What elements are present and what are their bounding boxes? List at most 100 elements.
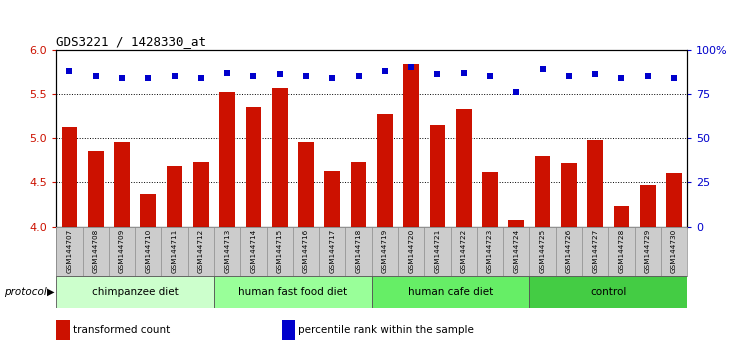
Text: human fast food diet: human fast food diet [238, 287, 348, 297]
Point [64, 68, 75, 74]
Text: control: control [590, 287, 626, 297]
Bar [477, 227, 503, 276]
Bar [109, 227, 135, 276]
Point [116, 75, 128, 81]
Bar [267, 227, 293, 276]
Bar [214, 276, 372, 308]
Text: GSM144726: GSM144726 [566, 229, 572, 273]
Bar [556, 227, 582, 276]
Bar [456, 109, 472, 227]
Text: ▶: ▶ [47, 287, 54, 297]
Bar [345, 227, 372, 276]
Point [406, 64, 418, 70]
Text: GSM144719: GSM144719 [382, 229, 388, 273]
Point [379, 68, 391, 74]
Text: GSM144720: GSM144720 [409, 229, 414, 273]
Bar [640, 185, 656, 227]
Bar [219, 92, 235, 227]
Point [353, 73, 365, 79]
Text: GSM144715: GSM144715 [277, 229, 282, 273]
Bar [135, 227, 161, 276]
Bar [561, 163, 577, 227]
Text: transformed count: transformed count [73, 325, 170, 335]
Point [195, 75, 207, 81]
Text: GSM144714: GSM144714 [251, 229, 256, 273]
Text: percentile rank within the sample: percentile rank within the sample [298, 325, 474, 335]
Bar [240, 227, 267, 276]
Bar [167, 166, 182, 227]
Text: chimpanzee diet: chimpanzee diet [92, 287, 179, 297]
Text: GSM144707: GSM144707 [67, 229, 72, 273]
Text: GSM144721: GSM144721 [435, 229, 440, 273]
Point [457, 70, 470, 75]
Bar [272, 88, 288, 227]
Bar [403, 64, 419, 227]
Point [590, 72, 602, 77]
Bar [508, 220, 524, 227]
Text: GSM144725: GSM144725 [540, 229, 545, 273]
Bar [319, 227, 345, 276]
Bar [424, 227, 451, 276]
Bar [535, 156, 550, 227]
Bar [246, 107, 261, 227]
Bar [529, 276, 687, 308]
Bar [398, 227, 424, 276]
Bar [140, 194, 156, 227]
Bar [298, 142, 314, 227]
Text: GSM144710: GSM144710 [146, 229, 151, 273]
Bar [614, 206, 629, 227]
Text: GSM144727: GSM144727 [593, 229, 598, 273]
Bar [372, 276, 529, 308]
Point [169, 73, 181, 79]
Text: GSM144708: GSM144708 [93, 229, 98, 273]
Text: GSM144718: GSM144718 [356, 229, 361, 273]
Bar [482, 172, 498, 227]
Point [248, 73, 260, 79]
Point [431, 72, 443, 77]
Point [668, 75, 680, 81]
Bar [661, 227, 687, 276]
Bar [372, 227, 398, 276]
Bar [188, 227, 214, 276]
Text: GSM144723: GSM144723 [487, 229, 493, 273]
Point [326, 75, 338, 81]
Point [641, 73, 653, 79]
Text: human cafe diet: human cafe diet [408, 287, 493, 297]
Point [616, 75, 628, 81]
Bar [214, 227, 240, 276]
Bar [56, 276, 214, 308]
Text: GSM144709: GSM144709 [119, 229, 125, 273]
Bar [161, 227, 188, 276]
Text: GSM144724: GSM144724 [514, 229, 519, 273]
Text: GSM144722: GSM144722 [461, 229, 466, 273]
Bar [351, 162, 366, 227]
Bar [503, 227, 529, 276]
Bar [582, 227, 608, 276]
Bar [62, 127, 77, 227]
Bar [635, 227, 661, 276]
Bar [114, 142, 130, 227]
Bar [666, 173, 682, 227]
Point [274, 72, 286, 77]
Bar [88, 152, 104, 227]
Bar [608, 227, 635, 276]
Bar [83, 227, 109, 276]
Bar [293, 227, 319, 276]
Text: GSM144711: GSM144711 [172, 229, 177, 273]
Text: GSM144729: GSM144729 [645, 229, 650, 273]
Point [300, 73, 312, 79]
Bar [193, 162, 209, 227]
Text: GSM144717: GSM144717 [330, 229, 335, 273]
Text: protocol: protocol [4, 287, 47, 297]
Text: GSM144730: GSM144730 [671, 229, 677, 273]
Bar [324, 171, 340, 227]
Point [90, 73, 102, 79]
Text: GDS3221 / 1428330_at: GDS3221 / 1428330_at [56, 35, 207, 48]
Bar [587, 140, 603, 227]
Point [484, 73, 496, 79]
Text: GSM144728: GSM144728 [619, 229, 624, 273]
Bar [430, 125, 445, 227]
Point [536, 66, 548, 72]
Text: GSM144713: GSM144713 [225, 229, 230, 273]
Point [143, 75, 155, 81]
